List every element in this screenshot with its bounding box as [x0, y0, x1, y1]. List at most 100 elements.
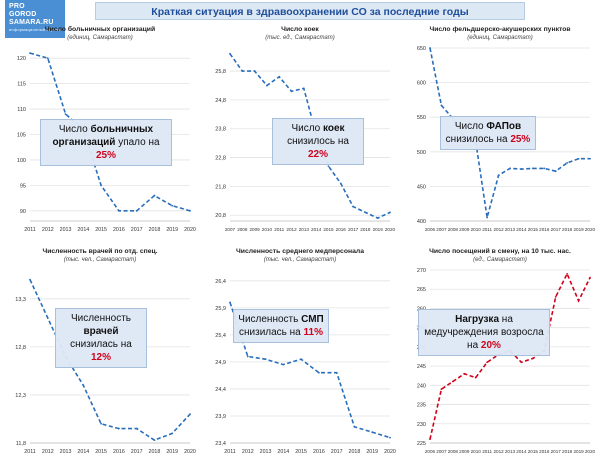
y-tick-label: 400	[417, 219, 426, 225]
x-tick-label: 2006	[425, 449, 436, 454]
y-tick-label: 23,4	[215, 441, 226, 447]
x-tick-label: 2019	[166, 227, 178, 233]
data-point	[520, 168, 523, 171]
x-tick-label: 2019	[573, 227, 584, 232]
data-point	[577, 299, 580, 302]
chart-subtitle: (тыс. чел., Самарастат)	[263, 257, 337, 263]
x-tick-label: 2016	[539, 449, 550, 454]
y-tick-label: 25,9	[215, 306, 226, 312]
y-tick-label: 115	[17, 82, 26, 88]
data-point	[171, 204, 174, 207]
callout-percent: 11%	[303, 327, 323, 338]
chart-title: Число посещений в смену, на 10 тыс. нас.	[429, 248, 571, 255]
page-title: Краткая ситуация в здравоохранении СО за…	[95, 2, 525, 20]
x-tick-label: 2019	[373, 227, 384, 232]
y-tick-label: 25,8	[215, 69, 226, 75]
callout-text-bold: СМП	[301, 314, 324, 325]
x-tick-label: 2012	[493, 227, 504, 232]
series-line	[429, 271, 591, 440]
x-tick-label: 2018	[360, 227, 371, 232]
data-point	[246, 355, 249, 358]
callout-text-bold: больничных организаций	[52, 124, 154, 148]
x-tick-label: 2016	[113, 227, 125, 233]
chart-nurses: 23,4 23,9 24,4 24,9 25,4 25,9 26,4 2011 2012 2013…	[200, 244, 400, 465]
x-tick-label: 2011	[482, 449, 492, 454]
chart-svg: 23,4 23,9 24,4 24,9 25,4 25,9 26,4 2011 2012 2013…	[215, 279, 396, 455]
data-point	[229, 52, 231, 55]
y-tick-label: 550	[417, 115, 426, 121]
series-line	[29, 279, 191, 441]
data-point	[46, 57, 49, 60]
y-tick-label: 21,8	[215, 184, 226, 190]
x-tick-label: 2009	[249, 227, 260, 232]
x-tick-label: 2020	[385, 227, 396, 232]
chart-subtitle: (единиц, Самарастат)	[467, 35, 533, 41]
x-tick-label: 2012	[242, 449, 254, 455]
series-line	[229, 302, 391, 439]
data-point	[264, 358, 267, 361]
x-tick-label: 2010	[262, 227, 273, 232]
callout-text-mid: снизилась на	[70, 339, 132, 350]
callout-percent: 12%	[90, 352, 111, 363]
x-tick-label: 2015	[323, 227, 334, 232]
chart-title: Численность среднего медперсонала	[236, 248, 364, 255]
callout-doctors: Численность врачей снизилась на 12%	[55, 308, 147, 368]
callout-text-mid: упало на	[115, 137, 160, 148]
x-tick-label: 2012	[42, 227, 54, 233]
callout-text-pre: Число	[291, 123, 323, 134]
x-tick-label: 2008	[448, 227, 459, 232]
y-tick-label: 24,8	[215, 98, 226, 104]
data-point	[376, 217, 379, 220]
data-point	[46, 317, 49, 319]
x-tick-label: 2015	[528, 227, 539, 232]
data-point	[135, 209, 138, 212]
callout-text-pre: Численность	[238, 314, 302, 325]
x-tick-label: 2018	[562, 449, 573, 454]
x-tick-label: 2015	[295, 449, 307, 455]
data-point	[135, 427, 138, 430]
callout-text-mid: снизилась на	[239, 327, 304, 338]
x-tick-label: 2014	[516, 449, 527, 454]
callout-text-mid: на медучреждения возросла на	[424, 314, 544, 351]
logo-tagline: информационный портал	[9, 27, 61, 32]
y-tick-label: 24,4	[215, 387, 226, 393]
callout-text-bold: врачей	[83, 326, 119, 337]
chart-fap: 400 450 500 550 600 650 2006 2007 2008 2009 2010 20…	[400, 22, 600, 243]
callout-text-bold: ФАПов	[486, 121, 522, 132]
data-point	[554, 296, 557, 298]
x-tick-label: 2016	[336, 227, 347, 232]
y-tick-label: 270	[417, 268, 426, 274]
data-point	[389, 211, 391, 214]
data-point	[153, 439, 156, 442]
y-tick-label: 20,8	[215, 213, 226, 219]
data-point	[429, 47, 431, 49]
chart-subtitle: (тыс. ед., Самарастат)	[265, 35, 335, 41]
logo-line-1: PRO	[9, 3, 25, 10]
x-tick-label: 2011	[24, 227, 35, 233]
data-point	[497, 174, 500, 177]
callout-percent: 20%	[480, 340, 501, 351]
chart-subtitle: (тыс. чел., Самарастат)	[63, 257, 137, 263]
site-logo[interactable]: PRO GOROD SAMARA.RU информационный порта…	[5, 0, 65, 38]
x-tick-label: 2020	[184, 449, 196, 455]
x-tick-label: 2015	[95, 227, 107, 233]
data-point	[153, 194, 156, 197]
y-tick-label: 12,8	[15, 345, 26, 351]
chart-title: Число фельдшерско-акушерских пунктов	[429, 26, 571, 33]
chart-title: Число больничных организаций	[44, 26, 156, 33]
y-tick-label: 105	[17, 133, 26, 139]
x-tick-label: 2019	[166, 449, 178, 455]
callout-text-mid: снизилось на	[287, 136, 349, 147]
x-tick-label: 2016	[539, 227, 550, 232]
data-point	[100, 422, 103, 425]
x-tick-label: 2017	[331, 449, 343, 455]
y-tick-label: 12,3	[15, 393, 26, 399]
x-tick-label: 2018	[349, 449, 361, 455]
y-tick-label: 235	[417, 403, 426, 409]
chart-svg: 2252302352402452502552602652702006200720…	[417, 268, 596, 454]
logo-line-3: SAMARA.RU	[9, 19, 54, 26]
x-tick-label: 2011	[274, 227, 284, 232]
data-point	[29, 52, 31, 54]
x-tick-label: 2009	[459, 227, 470, 232]
